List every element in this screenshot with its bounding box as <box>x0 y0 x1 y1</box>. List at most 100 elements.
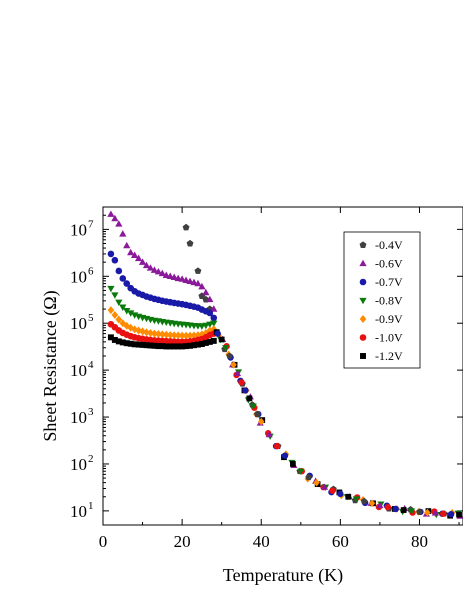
data-point <box>151 329 158 338</box>
data-point <box>431 509 439 516</box>
data-point <box>202 322 210 330</box>
data-points <box>107 210 463 519</box>
data-point <box>123 308 131 315</box>
data-point <box>206 338 213 345</box>
legend-label: -1.0V <box>375 331 403 345</box>
plot-frame <box>102 206 463 526</box>
x-axis-label: Temperature (K) <box>223 565 343 586</box>
x-axis-ticks: 0 20 40 60 80 <box>99 207 460 551</box>
data-point <box>179 343 186 350</box>
y-tick-label: 10 <box>70 314 87 333</box>
data-point <box>329 487 336 494</box>
data-point <box>186 239 194 247</box>
data-point <box>352 496 360 503</box>
data-point <box>290 461 296 467</box>
data-point <box>202 288 210 296</box>
legend-marker <box>359 334 367 341</box>
data-point <box>175 343 182 350</box>
data-point <box>194 331 202 339</box>
data-point <box>107 285 115 293</box>
data-point <box>456 511 462 518</box>
data-point <box>416 508 423 515</box>
data-point <box>187 342 194 349</box>
y-tick-label: 10 <box>70 455 87 474</box>
data-point <box>115 315 123 324</box>
data-point <box>178 331 186 340</box>
data-point <box>131 251 139 258</box>
y-tick-exponent: 6 <box>88 265 94 277</box>
y-tick-exponent: 7 <box>88 218 94 230</box>
data-point <box>155 343 162 350</box>
data-point <box>151 342 158 349</box>
data-point <box>123 241 131 249</box>
data-point <box>321 483 329 490</box>
data-point <box>360 497 368 505</box>
data-point <box>182 223 190 231</box>
data-point <box>392 505 399 513</box>
data-point <box>107 210 115 217</box>
data-point <box>127 248 135 256</box>
data-point <box>186 331 194 340</box>
data-point <box>238 379 245 386</box>
data-point <box>214 330 221 337</box>
y-tick-exponent: 1 <box>88 500 94 512</box>
data-point <box>111 292 119 299</box>
y-tick-label: 10 <box>70 361 87 380</box>
data-point <box>273 442 281 450</box>
data-point <box>183 343 190 350</box>
legend-marker <box>359 278 367 286</box>
y-tick-label: 10 <box>70 502 87 521</box>
data-point <box>143 328 150 337</box>
data-point <box>155 330 162 338</box>
data-point <box>210 320 218 328</box>
data-point <box>230 360 237 369</box>
data-point <box>242 387 249 394</box>
data-point <box>166 331 174 339</box>
data-point <box>258 417 265 426</box>
data-point <box>111 310 119 319</box>
data-point <box>191 342 197 349</box>
data-point <box>115 299 123 307</box>
y-tick-exponent: 5 <box>88 312 94 324</box>
data-point <box>107 306 115 315</box>
data-point <box>111 256 119 264</box>
data-point <box>218 336 225 343</box>
data-point <box>182 331 190 340</box>
data-point <box>147 328 154 337</box>
legend-label: -0.7V <box>375 275 403 289</box>
data-point <box>194 279 202 287</box>
data-point <box>305 473 313 481</box>
data-point <box>107 334 114 341</box>
legend-marker <box>359 315 367 323</box>
data-point <box>111 214 119 222</box>
data-point <box>202 328 210 337</box>
data-point <box>281 452 289 459</box>
legend-box <box>343 231 421 369</box>
data-point <box>210 305 218 312</box>
data-point <box>186 277 194 285</box>
data-point <box>368 499 376 508</box>
data-point <box>253 410 261 418</box>
y-tick-label: 10 <box>70 408 87 427</box>
y-tick-label: 10 <box>70 220 87 239</box>
data-point <box>107 250 115 258</box>
data-point <box>447 510 455 518</box>
data-point <box>206 321 214 329</box>
data-point <box>400 507 407 513</box>
data-point <box>206 309 214 317</box>
x-tick-label: 60 <box>332 532 349 551</box>
data-point <box>142 261 151 269</box>
data-point <box>166 272 174 279</box>
data-point <box>313 478 320 487</box>
data-point <box>138 258 147 265</box>
y-tick-exponent: 2 <box>88 453 94 465</box>
y-tick-label: 10 <box>70 267 87 286</box>
legend-marker <box>360 353 366 359</box>
y-axis-label: Sheet Resistance (Ω) <box>40 290 61 441</box>
data-point <box>384 503 392 511</box>
legend-label: -1.2V <box>375 349 403 363</box>
legend-label: -0.6V <box>375 257 403 271</box>
data-point <box>119 339 126 346</box>
